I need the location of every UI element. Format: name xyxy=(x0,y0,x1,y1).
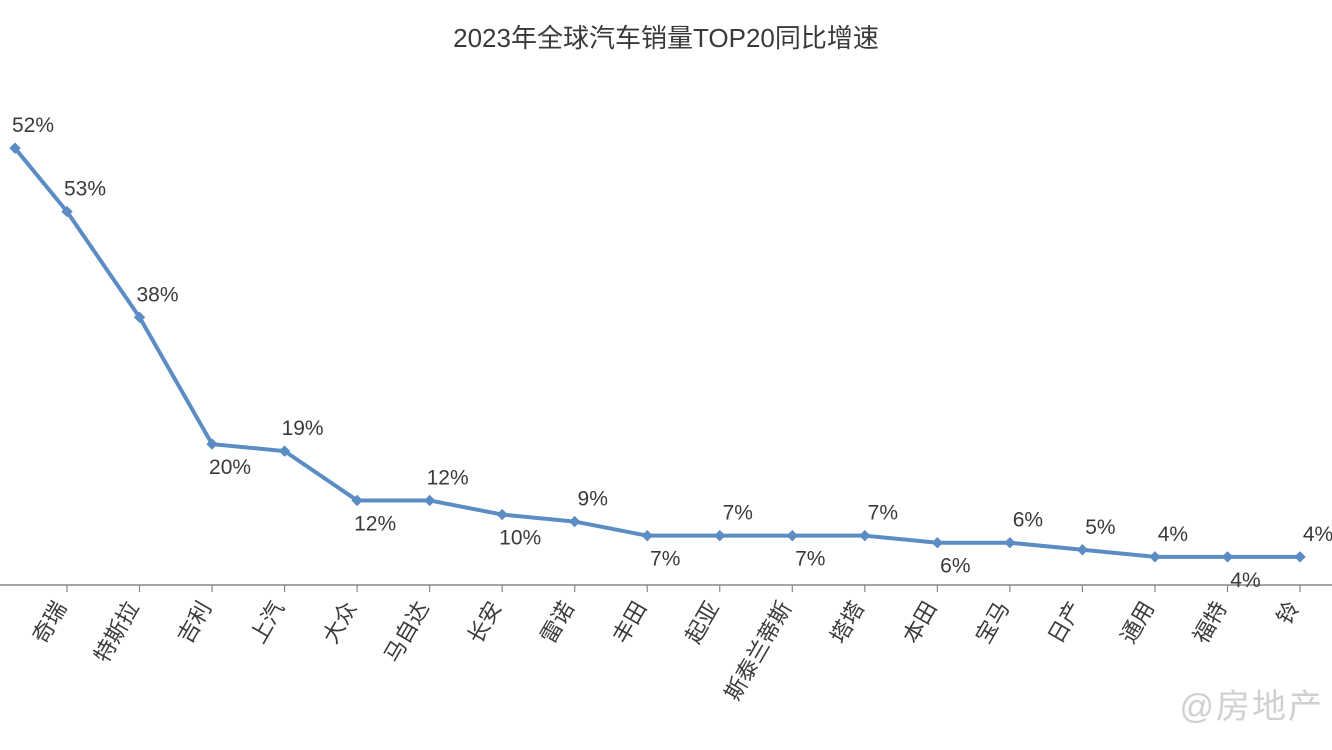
data-label: 12% xyxy=(427,466,469,489)
data-marker xyxy=(570,517,580,527)
x-axis-label: 塔塔 xyxy=(825,597,869,648)
x-axis-label: 铃 xyxy=(1272,597,1305,629)
data-marker xyxy=(497,510,507,520)
data-marker xyxy=(642,531,652,541)
data-label: 4% xyxy=(1158,523,1188,546)
x-axis-label: 日产 xyxy=(1043,597,1087,648)
data-label: 7% xyxy=(723,502,753,525)
x-axis-label: 上汽 xyxy=(245,597,289,648)
x-axis-label: 大众 xyxy=(318,597,362,648)
x-axis-label: 奇瑞 xyxy=(28,597,72,648)
line-chart: 2023年全球汽车销量TOP20同比增速 52% 53% 38% 20% 19% 12% 1… xyxy=(0,0,1332,750)
watermark: @房地产 xyxy=(1179,679,1324,728)
data-label: 4% xyxy=(1303,523,1332,546)
x-axis-label: 斯泰兰蒂斯 xyxy=(720,597,797,705)
x-axis-label: 宝马 xyxy=(971,597,1015,648)
data-marker xyxy=(1077,545,1087,555)
data-marker xyxy=(1150,552,1160,562)
data-marker xyxy=(1295,552,1305,562)
x-axis-label: 通用 xyxy=(1116,597,1160,648)
data-label: 12% xyxy=(354,512,396,535)
x-axis-label: 福特 xyxy=(1188,597,1232,648)
data-label: 19% xyxy=(282,417,324,440)
chart-svg: 52% 53% 38% 20% 19% 12% 12% 10% 9% 7% 7% 7% 7% 6% 6% 5%… xyxy=(0,0,1332,750)
x-axis-label: 起亚 xyxy=(680,597,724,648)
x-axis-label: 雷诺 xyxy=(535,597,579,648)
x-axis-label: 丰田 xyxy=(608,597,652,648)
x-axis-label: 特斯拉 xyxy=(89,597,144,667)
data-label: 6% xyxy=(940,555,970,578)
data-label: 38% xyxy=(137,283,179,306)
data-label: 9% xyxy=(578,488,608,511)
data-marker xyxy=(787,531,797,541)
data-label: 10% xyxy=(499,527,541,550)
data-label: 52% xyxy=(12,114,54,137)
x-axis-label: 马自达 xyxy=(379,597,434,667)
data-label: 53% xyxy=(64,178,106,201)
data-label: 7% xyxy=(868,502,898,525)
data-marker xyxy=(860,531,870,541)
x-axis-label: 长安 xyxy=(463,597,507,648)
data-marker xyxy=(1222,552,1232,562)
data-label: 7% xyxy=(795,548,825,571)
series-line xyxy=(15,148,1300,557)
data-label: 7% xyxy=(650,548,680,571)
data-marker xyxy=(715,531,725,541)
x-axis-label: 本田 xyxy=(898,597,942,648)
chart-title: 2023年全球汽车销量TOP20同比增速 xyxy=(0,18,1332,55)
data-label: 5% xyxy=(1085,516,1115,539)
data-label: 20% xyxy=(209,456,251,479)
data-label: 4% xyxy=(1230,569,1260,592)
data-marker xyxy=(425,495,435,505)
x-axis-label: 吉利 xyxy=(173,597,217,648)
data-marker xyxy=(1005,538,1015,548)
data-label: 6% xyxy=(1013,509,1043,532)
data-marker xyxy=(932,538,942,548)
